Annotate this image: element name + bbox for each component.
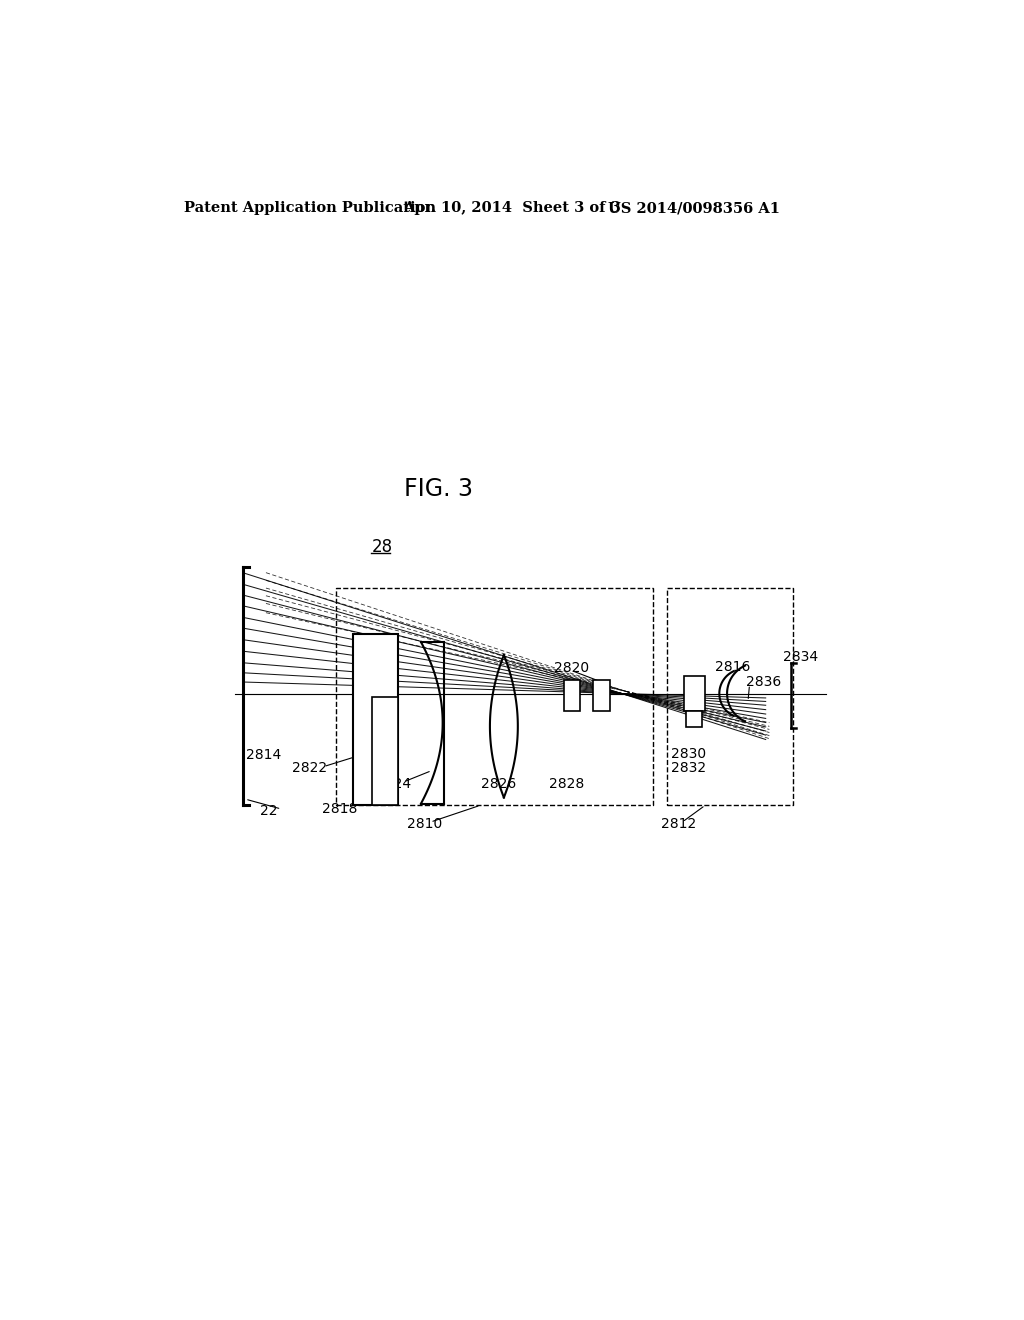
Text: 2812: 2812 xyxy=(662,817,696,832)
Text: 2810: 2810 xyxy=(407,817,442,832)
Text: Apr. 10, 2014  Sheet 3 of 3: Apr. 10, 2014 Sheet 3 of 3 xyxy=(403,202,621,215)
Bar xyxy=(372,697,397,805)
Text: 28: 28 xyxy=(372,539,393,556)
Bar xyxy=(564,681,580,711)
Text: 2818: 2818 xyxy=(322,803,357,816)
Text: 2832: 2832 xyxy=(671,762,706,775)
Bar xyxy=(593,681,610,711)
Text: 2822: 2822 xyxy=(292,762,328,775)
Text: 2828: 2828 xyxy=(549,776,584,791)
Text: 2834: 2834 xyxy=(783,651,818,664)
Text: US 2014/0098356 A1: US 2014/0098356 A1 xyxy=(608,202,780,215)
Text: 2814: 2814 xyxy=(246,748,281,762)
Text: 2820: 2820 xyxy=(554,661,590,675)
Text: 2824: 2824 xyxy=(376,776,411,791)
Text: 22: 22 xyxy=(260,804,278,817)
Bar xyxy=(684,676,706,711)
Text: 2836: 2836 xyxy=(745,675,781,689)
Text: 2816: 2816 xyxy=(715,660,750,673)
Text: Patent Application Publication: Patent Application Publication xyxy=(183,202,436,215)
Text: 2830: 2830 xyxy=(671,747,706,760)
Text: 2826: 2826 xyxy=(480,776,516,791)
Text: FIG. 3: FIG. 3 xyxy=(403,478,472,502)
Bar xyxy=(686,711,701,726)
Bar xyxy=(352,635,397,805)
